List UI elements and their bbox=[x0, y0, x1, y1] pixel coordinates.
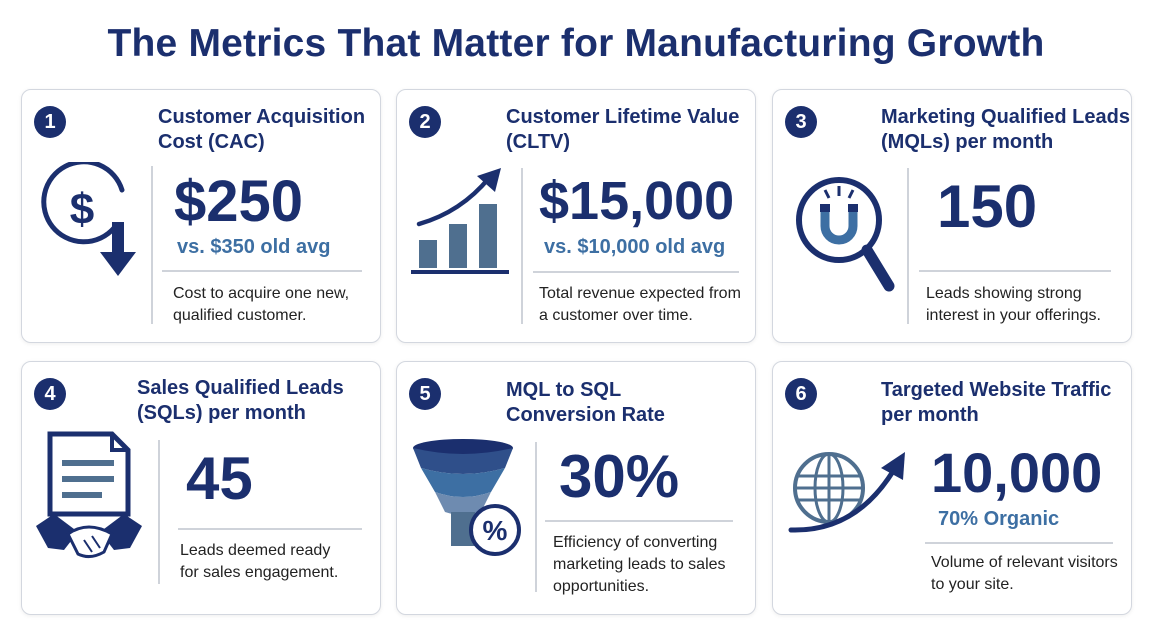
metric-number-badge: 3 bbox=[785, 106, 817, 138]
metric-value: 10,000 bbox=[931, 441, 1103, 504]
svg-text:$: $ bbox=[70, 185, 94, 234]
globe-arrow-icon bbox=[787, 446, 911, 543]
metric-value: 30% bbox=[559, 443, 680, 510]
dollar-down-icon: $ bbox=[36, 159, 146, 285]
metric-value: 45 bbox=[186, 445, 253, 512]
metric-description: Leads showing strong interest in your off… bbox=[926, 285, 1101, 324]
metric-value: 150 bbox=[937, 173, 1038, 240]
page-title: The Metrics That Matter for Manufacturin… bbox=[107, 22, 1045, 65]
metric-value: $15,000 bbox=[539, 171, 735, 231]
metric-title: MQL to SQL Conversion Rate bbox=[506, 379, 665, 426]
growth-chart-icon bbox=[409, 164, 511, 283]
metric-description: Cost to acquire one new, qualified custom… bbox=[173, 285, 350, 324]
funnel-percent-icon: % bbox=[411, 438, 527, 567]
metric-number-badge: 2 bbox=[409, 106, 441, 138]
metric-comparison: vs. $10,000 old avg bbox=[544, 236, 726, 258]
magnet-magnifier-icon bbox=[791, 160, 901, 301]
metric-card-cltv: 2 Customer Lifetime Value (CLTV) $15,000 … bbox=[396, 89, 756, 343]
document-handshake-icon bbox=[34, 430, 146, 569]
metric-title: Targeted Website Traffic per month bbox=[881, 379, 1112, 426]
metric-description: Efficiency of converting marketing leads … bbox=[553, 534, 726, 595]
svg-text:%: % bbox=[483, 515, 508, 546]
metric-title: Customer Lifetime Value (CLTV) bbox=[506, 106, 740, 153]
metric-number-badge: 4 bbox=[34, 378, 66, 410]
metric-number-badge: 1 bbox=[34, 106, 66, 138]
metric-description: Leads deemed ready for sales engagement. bbox=[180, 542, 339, 581]
metric-description: Total revenue expected from a customer ov… bbox=[539, 285, 741, 324]
metric-card-cac: 1 Customer Acquisition Cost (CAC) $ $250 … bbox=[21, 89, 381, 343]
metric-title: Marketing Qualified Leads (MQLs) per mont… bbox=[881, 106, 1130, 153]
metric-card-traffic: 6 Targeted Website Traffic per month 10,0… bbox=[772, 361, 1132, 615]
metric-value: $250 bbox=[174, 169, 304, 234]
metric-comparison: 70% Organic bbox=[938, 508, 1060, 530]
metric-title: Sales Qualified Leads (SQLs) per month bbox=[137, 377, 344, 424]
metric-title: Customer Acquisition Cost (CAC) bbox=[158, 106, 366, 153]
metric-card-conversion: 5 MQL to SQL Conversion Rate % 30% Effici… bbox=[396, 361, 756, 615]
metric-number-badge: 5 bbox=[409, 378, 441, 410]
metric-number-badge: 6 bbox=[785, 378, 817, 410]
metric-comparison: vs. $350 old avg bbox=[177, 236, 331, 258]
metric-card-sqls: 4 Sales Qualified Leads (SQLs) per month … bbox=[21, 361, 381, 615]
metric-description: Volume of relevant visitors to your site. bbox=[931, 554, 1118, 593]
metric-card-mqls: 3 Marketing Qualified Leads (MQLs) per mo… bbox=[772, 89, 1132, 343]
